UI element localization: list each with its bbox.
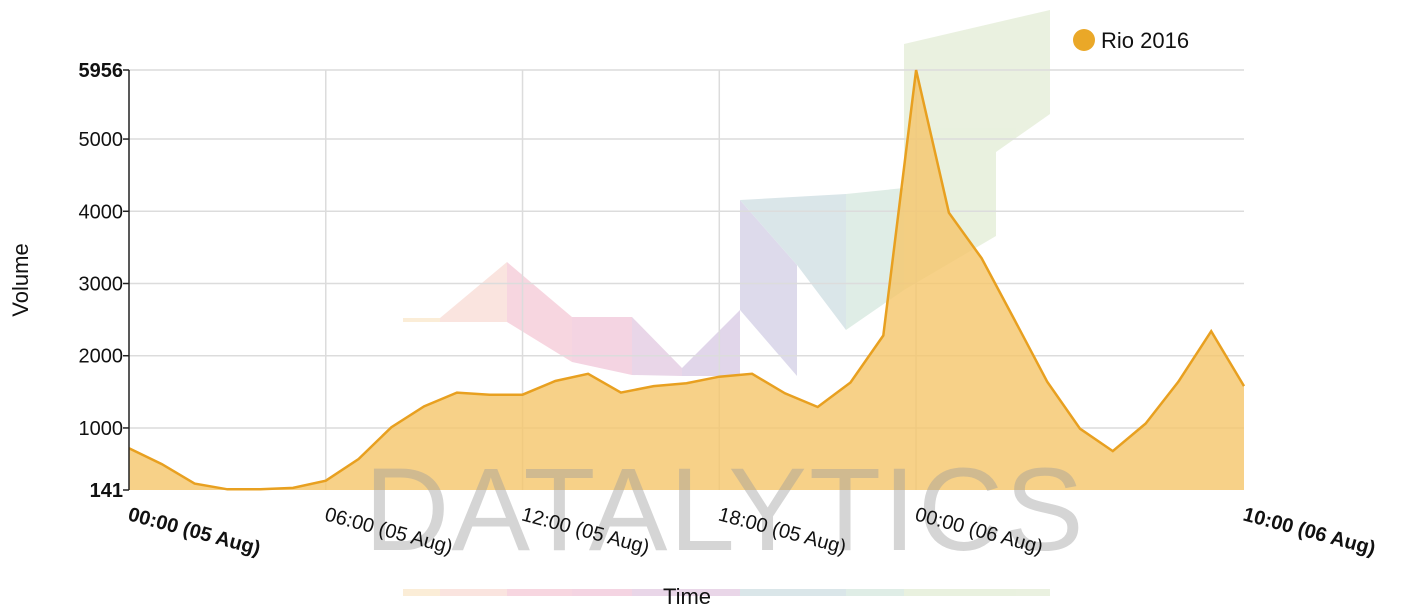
y-axis-ticks: 141 1000 2000 3000 4000 5000 5956: [79, 60, 129, 502]
ribbon-segment: [740, 194, 846, 330]
y-tick-label: 5956: [79, 60, 124, 82]
ribbon-strip-segment: [632, 589, 740, 596]
y-tick-label: 141: [90, 480, 123, 502]
ribbon-strip-segment: [403, 589, 440, 596]
ribbon-segment: [740, 200, 797, 376]
x-tick-label: 00:00 (05 Aug): [126, 504, 263, 560]
ribbon-strip-segment: [740, 589, 846, 596]
ribbon-strip-segment: [572, 589, 632, 596]
y-tick-label: 4000: [79, 201, 124, 223]
ribbon-segment: [632, 317, 682, 376]
legend-label-rio-2016: Rio 2016: [1101, 28, 1189, 53]
series-area-rio-2016: [129, 70, 1244, 490]
y-tick-label: 5000: [79, 129, 124, 151]
ribbon-strip-segment: [904, 589, 1050, 596]
y-tick-label: 3000: [79, 274, 124, 296]
watermark: DATALYTICS: [364, 444, 1086, 576]
y-axis-title: Volume: [8, 243, 33, 316]
x-axis-title: Time: [663, 584, 711, 609]
ribbon-strip-segment: [846, 589, 904, 596]
ribbon-strip-segment: [440, 589, 507, 596]
legend-marker-rio-2016: [1073, 29, 1095, 51]
legend[interactable]: Rio 2016: [1073, 28, 1189, 53]
x-tick-label: 10:00 (06 Aug): [1241, 504, 1378, 560]
y-tick-label: 1000: [79, 418, 124, 440]
ribbon-strip-segment: [507, 589, 572, 596]
ribbon-segment: [440, 262, 507, 322]
ribbon-segment: [572, 317, 632, 375]
ribbon-segment: [403, 318, 440, 322]
ribbon-segment: [507, 262, 572, 362]
ribbon-segment: [682, 310, 740, 376]
series-line-rio-2016: [128, 69, 1246, 491]
y-tick-label: 2000: [79, 346, 124, 368]
